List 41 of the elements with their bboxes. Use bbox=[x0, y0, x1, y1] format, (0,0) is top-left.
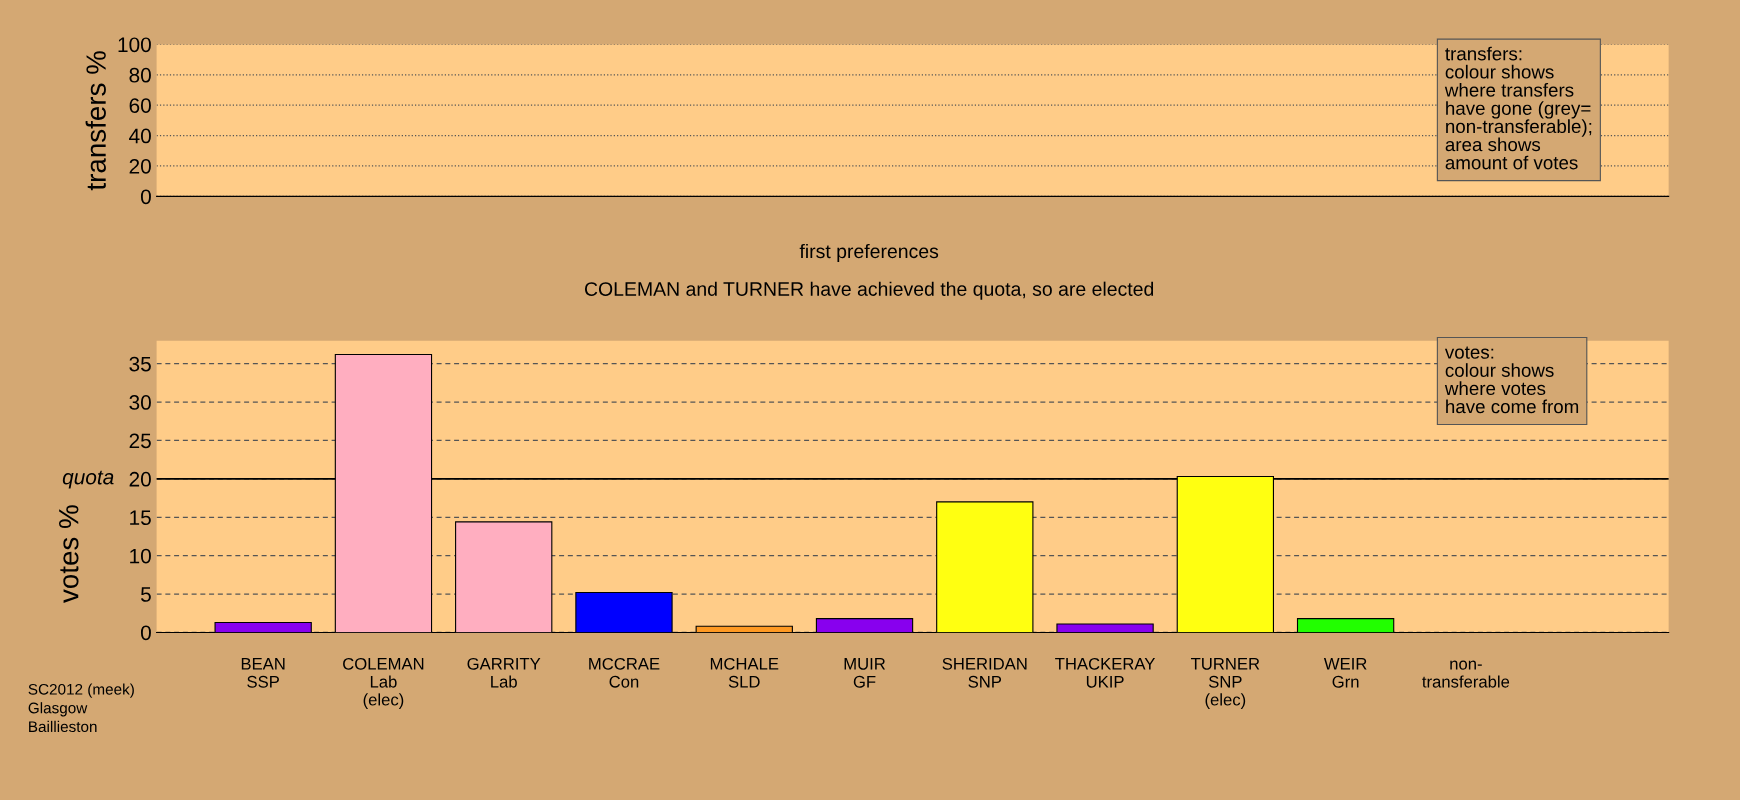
bar bbox=[575, 591, 673, 633]
y-tick-label: 100 bbox=[118, 37, 151, 53]
text: SC2012 (meek) Glasgow Baillieston bbox=[28, 683, 134, 733]
x-tick-label: TURNER SNP (elec) bbox=[1190, 658, 1260, 709]
bar bbox=[1296, 618, 1395, 633]
x-tick-label: GARRITY Lab bbox=[467, 657, 541, 688]
y-tick-label: 20 bbox=[129, 158, 151, 174]
bar bbox=[1056, 623, 1154, 633]
chart-title: first preferences bbox=[799, 243, 939, 263]
y-tick-label: 15 bbox=[130, 510, 151, 526]
y-tick-label: 80 bbox=[129, 67, 151, 83]
y-tick-label: 40 bbox=[129, 128, 151, 144]
ref-line-label: quota bbox=[62, 470, 114, 489]
y-tick-label: 30 bbox=[129, 395, 151, 410]
x-tick-label: THACKERAY UKIP bbox=[1055, 657, 1156, 688]
annotation: votes: colour shows where votes have come from bbox=[1444, 346, 1579, 414]
x-tick-label: BEAN SSP bbox=[241, 658, 285, 688]
y-tick-label: 10 bbox=[130, 548, 151, 564]
y-tick-label: 0 bbox=[140, 625, 151, 641]
x-tick-label: WEIR Grn bbox=[1323, 658, 1367, 688]
bar bbox=[455, 521, 553, 633]
y-tick-label: 0 bbox=[140, 189, 151, 205]
bar bbox=[815, 618, 914, 633]
y-tick-label: 25 bbox=[129, 433, 151, 449]
x-tick-label: SHERIDAN SNP bbox=[942, 657, 1027, 688]
y-axis-title: transfers % bbox=[85, 51, 106, 191]
annotation: transfers: colour shows where transfers have gone (grey= non-transferable); area shows amount of votes bbox=[1444, 46, 1592, 170]
y-tick-label: 5 bbox=[140, 587, 151, 602]
x-tick-label: MCCRAE Con bbox=[589, 657, 660, 688]
bar bbox=[936, 501, 1034, 633]
x-tick-label: MUIR GF bbox=[844, 658, 886, 688]
x-tick-label: MCHALE SLD bbox=[710, 657, 779, 688]
bar bbox=[695, 625, 793, 633]
x-tick-label: COLEMAN Lab (elec) bbox=[343, 657, 424, 709]
y-tick-label: 20 bbox=[129, 471, 151, 487]
y-tick-label: 35 bbox=[129, 356, 151, 372]
y-tick-label: 60 bbox=[129, 98, 151, 113]
y-axis-title: votes % bbox=[58, 505, 79, 603]
x-tick-label: non- transferable bbox=[1422, 660, 1510, 688]
bar bbox=[214, 621, 312, 633]
chart-subtitle: COLEMAN and TURNER have achieved the quota, so are elected bbox=[584, 281, 1154, 300]
